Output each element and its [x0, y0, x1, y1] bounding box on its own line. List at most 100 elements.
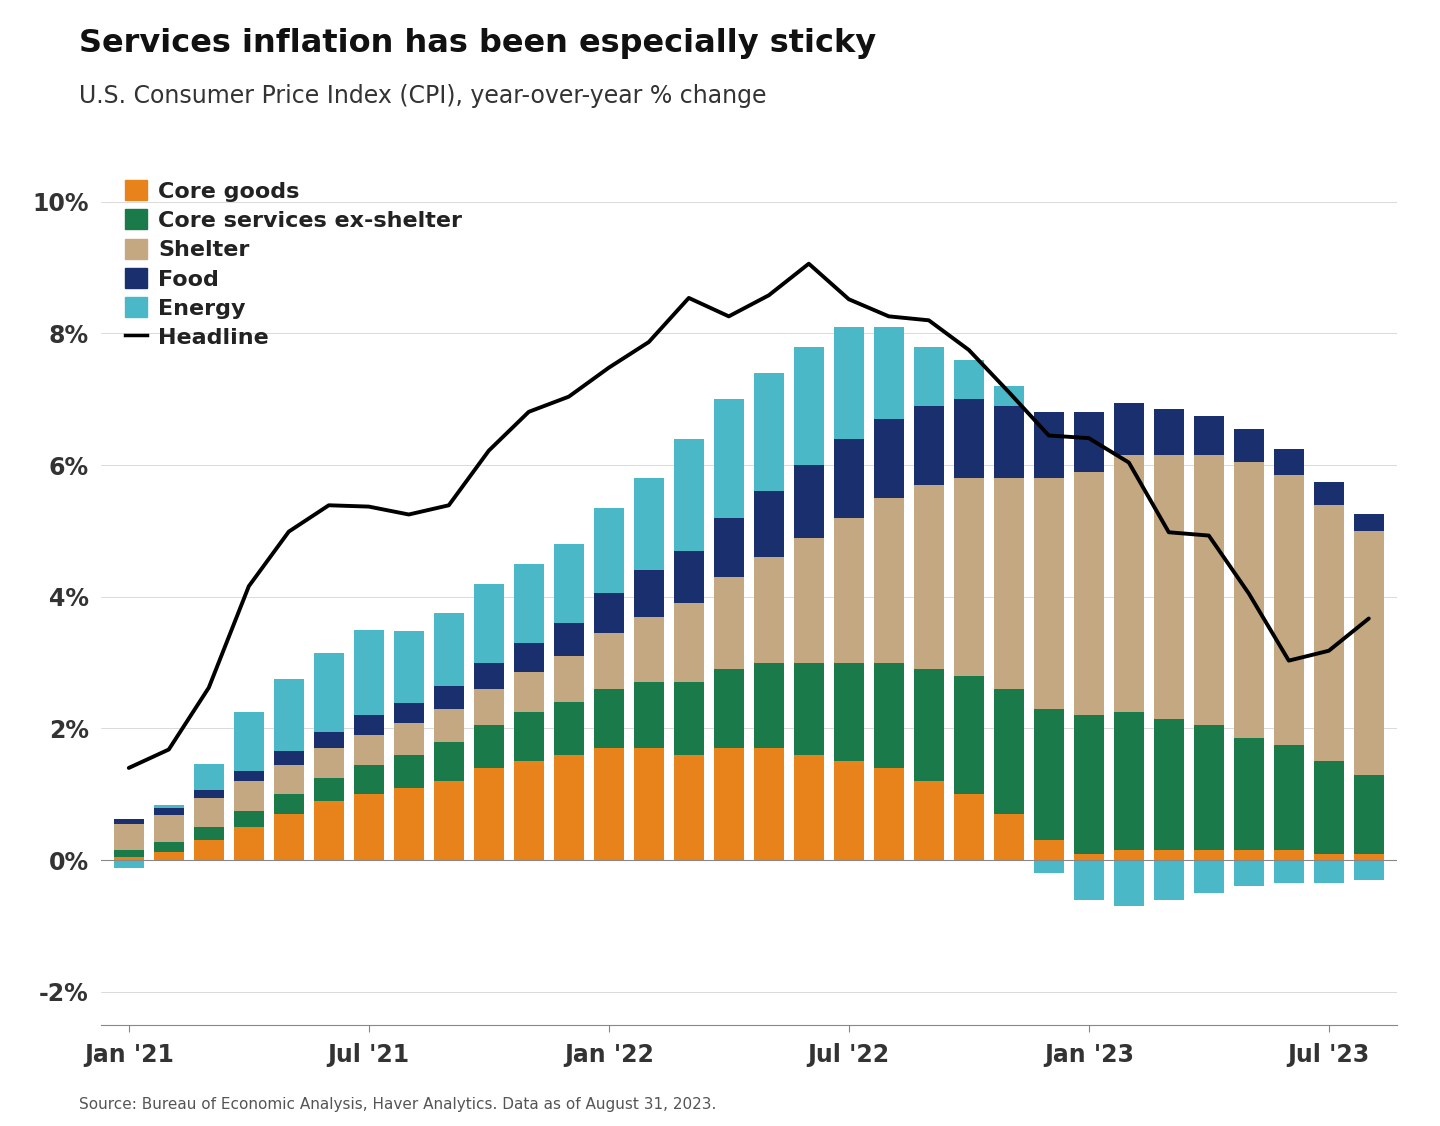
- Bar: [634, 571, 664, 617]
- Bar: [593, 689, 624, 748]
- Bar: [393, 704, 423, 723]
- Bar: [674, 604, 704, 682]
- Bar: [354, 715, 384, 735]
- Bar: [874, 419, 904, 498]
- Bar: [194, 840, 223, 860]
- Bar: [433, 708, 464, 742]
- Bar: [674, 682, 704, 754]
- Bar: [514, 672, 544, 712]
- Bar: [834, 439, 864, 518]
- Bar: [634, 682, 664, 748]
- Bar: [233, 828, 264, 860]
- Bar: [274, 794, 304, 814]
- Bar: [154, 842, 184, 852]
- Bar: [874, 662, 904, 768]
- Bar: [994, 386, 1024, 405]
- Bar: [354, 735, 384, 765]
- Bar: [233, 781, 264, 811]
- Bar: [1074, 412, 1104, 472]
- Bar: [554, 623, 583, 656]
- Bar: [1194, 850, 1224, 860]
- Bar: [114, 850, 144, 857]
- Bar: [634, 479, 664, 571]
- Bar: [1354, 854, 1384, 860]
- Bar: [393, 723, 423, 754]
- Bar: [354, 629, 384, 715]
- Bar: [314, 778, 344, 801]
- Bar: [953, 360, 984, 400]
- Bar: [1274, 745, 1303, 850]
- Bar: [393, 631, 423, 704]
- Bar: [154, 815, 184, 842]
- Bar: [554, 544, 583, 623]
- Bar: [1234, 462, 1264, 739]
- Bar: [753, 662, 783, 748]
- Bar: [1034, 860, 1064, 874]
- Bar: [314, 653, 344, 732]
- Bar: [914, 405, 943, 485]
- Bar: [593, 633, 624, 689]
- Text: Source: Bureau of Economic Analysis, Haver Analytics. Data as of August 31, 2023: Source: Bureau of Economic Analysis, Hav…: [79, 1098, 717, 1112]
- Bar: [393, 788, 423, 860]
- Bar: [1354, 531, 1384, 775]
- Bar: [593, 593, 624, 633]
- Bar: [1194, 415, 1224, 455]
- Bar: [994, 689, 1024, 814]
- Bar: [953, 676, 984, 794]
- Bar: [1034, 479, 1064, 708]
- Bar: [354, 765, 384, 794]
- Bar: [674, 439, 704, 551]
- Bar: [1234, 850, 1264, 860]
- Bar: [1234, 860, 1264, 886]
- Bar: [1354, 515, 1384, 531]
- Bar: [793, 537, 824, 662]
- Bar: [1034, 840, 1064, 860]
- Bar: [314, 748, 344, 778]
- Bar: [554, 703, 583, 754]
- Legend: Core goods, Core services ex-shelter, Shelter, Food, Energy, Headline: Core goods, Core services ex-shelter, Sh…: [125, 180, 462, 348]
- Bar: [834, 761, 864, 860]
- Bar: [154, 808, 184, 815]
- Bar: [874, 327, 904, 419]
- Bar: [1234, 429, 1264, 462]
- Bar: [114, 860, 144, 868]
- Bar: [1194, 725, 1224, 850]
- Bar: [753, 557, 783, 662]
- Bar: [1113, 455, 1143, 712]
- Bar: [953, 400, 984, 479]
- Bar: [433, 614, 464, 686]
- Bar: [393, 754, 423, 788]
- Bar: [433, 781, 464, 860]
- Bar: [1034, 708, 1064, 840]
- Bar: [1034, 412, 1064, 479]
- Bar: [1274, 448, 1303, 475]
- Bar: [1313, 504, 1344, 761]
- Bar: [793, 465, 824, 537]
- Bar: [674, 754, 704, 860]
- Bar: [514, 564, 544, 643]
- Bar: [914, 347, 943, 405]
- Bar: [1153, 860, 1184, 900]
- Text: U.S. Consumer Price Index (CPI), year-over-year % change: U.S. Consumer Price Index (CPI), year-ov…: [79, 84, 766, 108]
- Bar: [634, 748, 664, 860]
- Bar: [114, 857, 144, 860]
- Bar: [994, 479, 1024, 689]
- Bar: [1113, 712, 1143, 850]
- Bar: [1074, 860, 1104, 900]
- Bar: [1074, 854, 1104, 860]
- Bar: [1153, 409, 1184, 455]
- Bar: [753, 373, 783, 491]
- Bar: [1113, 850, 1143, 860]
- Bar: [154, 852, 184, 860]
- Bar: [514, 712, 544, 761]
- Bar: [1274, 475, 1303, 745]
- Bar: [914, 485, 943, 669]
- Bar: [474, 725, 504, 768]
- Bar: [194, 798, 223, 828]
- Bar: [714, 577, 744, 669]
- Bar: [914, 781, 943, 860]
- Bar: [593, 748, 624, 860]
- Bar: [233, 811, 264, 828]
- Bar: [714, 518, 744, 577]
- Bar: [1313, 482, 1344, 504]
